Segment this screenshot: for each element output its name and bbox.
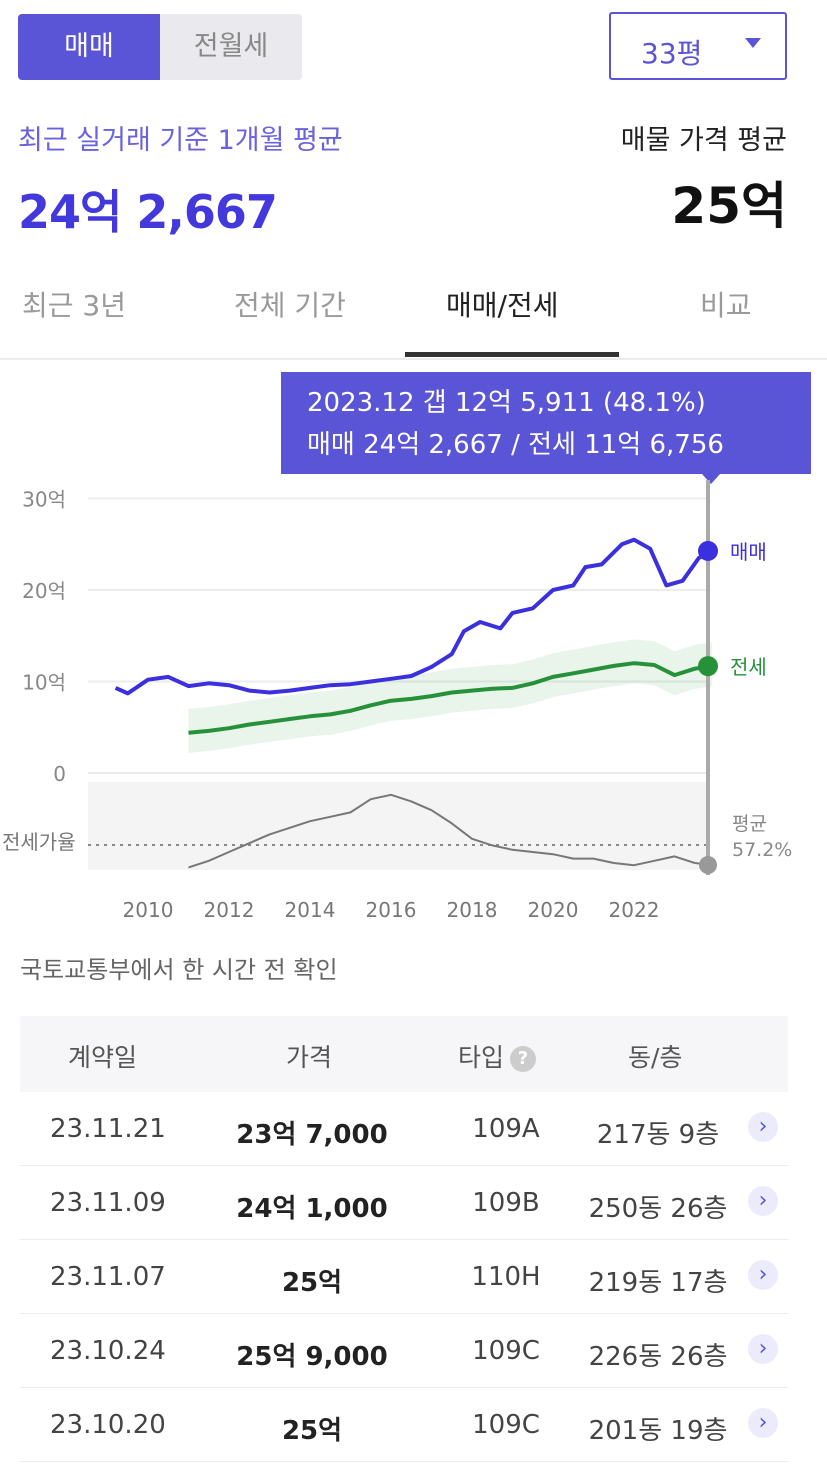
- series-line-jeonse: [188, 661, 713, 735]
- header-unit: 동/층: [628, 1043, 683, 1072]
- y-tick-label: 30억: [22, 488, 66, 512]
- recent-average-value: 24억 2,667: [18, 185, 278, 239]
- row-unit: 201동 19층: [588, 1416, 728, 1446]
- table-row[interactable]: 23.10.24 25억 9,000 109C 226동 26층 ›: [20, 1314, 788, 1388]
- table-row[interactable]: 23.11.09 24억 1,000 109B 250동 26층 ›: [20, 1166, 788, 1240]
- area-size-value: 33평: [641, 37, 703, 70]
- series-line-ratio: [188, 793, 712, 869]
- header-date: 계약일: [68, 1043, 138, 1072]
- chevron-right-icon[interactable]: ›: [748, 1112, 778, 1142]
- deal-type-rent-button[interactable]: 전월세: [193, 31, 269, 62]
- tab-sale-jeonse[interactable]: 매매/전세: [446, 289, 559, 322]
- tab-all-period[interactable]: 전체 기간: [234, 289, 346, 322]
- chart-tooltip: 2023.12 갭 12억 5,911 (48.1%) 매매 24억 2,667…: [281, 372, 811, 474]
- header-type-label: 타입: [458, 1043, 505, 1072]
- help-icon[interactable]: ?: [510, 1046, 537, 1072]
- row-unit: 217동 9층: [596, 1120, 720, 1150]
- listing-average-label: 매물 가격 평균: [620, 125, 787, 156]
- tooltip-arrow: [702, 474, 720, 484]
- chevron-right-icon[interactable]: ›: [748, 1334, 778, 1364]
- jeonse-series-label: 전세: [730, 655, 767, 679]
- row-date: 23.10.24: [50, 1336, 166, 1366]
- x-tick-label: 2014: [285, 898, 336, 922]
- ratio-series-label: 전세가율: [2, 830, 76, 854]
- y-tick-label: 0: [53, 762, 66, 786]
- source-note: 국토교통부에서 한 시간 전 확인: [20, 956, 338, 984]
- table-row[interactable]: 23.11.21 23억 7,000 109A 217동 9층 ›: [20, 1092, 788, 1166]
- table-header: 계약일 가격 타입? 동/층: [20, 1016, 788, 1092]
- transaction-table: 계약일 가격 타입? 동/층 23.11.21 23억 7,000 109A 217동…: [20, 1016, 788, 1462]
- ratio-end-point: [699, 856, 717, 875]
- x-tick-label: 2020: [528, 898, 579, 922]
- row-price: 24억 1,000: [236, 1194, 388, 1224]
- table-row[interactable]: 23.10.20 25억 109C 201동 19층 ›: [20, 1388, 788, 1462]
- x-tick-label: 2016: [366, 898, 417, 922]
- tooltip-gap-line: 2023.12 갭 12억 5,911 (48.1%): [307, 388, 706, 418]
- ratio-average-value: 57.2%: [732, 839, 792, 861]
- chevron-right-icon[interactable]: ›: [748, 1408, 778, 1438]
- sale-end-point: [698, 540, 718, 561]
- ratio-average-label: 평균: [732, 813, 767, 835]
- y-tick-label: 20억: [22, 579, 66, 603]
- x-tick-label: 2012: [204, 898, 255, 922]
- tab-compare[interactable]: 비교: [700, 289, 752, 322]
- y-tick-label: 10억: [22, 671, 66, 695]
- row-price: 25억 9,000: [236, 1342, 388, 1372]
- header-type: 타입?: [458, 1038, 537, 1074]
- row-date: 23.11.07: [50, 1262, 166, 1292]
- row-type: 109C: [472, 1410, 540, 1440]
- sale-series-label: 매매: [730, 540, 767, 564]
- row-price: 25억: [281, 1268, 343, 1298]
- x-tick-label: 2010: [123, 898, 174, 922]
- period-tabs: 최근 3년 전체 기간 매매/전세 비교: [0, 270, 827, 360]
- chevron-right-icon[interactable]: ›: [748, 1186, 778, 1216]
- chevron-right-icon[interactable]: ›: [748, 1260, 778, 1290]
- deal-type-toggle: 매매 전월세: [18, 14, 302, 80]
- row-type: 109B: [472, 1188, 540, 1218]
- active-tab-indicator: [405, 352, 619, 357]
- x-tick-label: 2022: [609, 898, 660, 922]
- tooltip-price-line: 매매 24억 2,667 / 전세 11억 6,756: [307, 430, 724, 460]
- row-date: 23.11.21: [50, 1114, 166, 1144]
- row-date: 23.10.20: [50, 1410, 166, 1440]
- jeonse-range-area: [188, 639, 712, 753]
- row-price: 23억 7,000: [236, 1120, 388, 1150]
- row-type: 109A: [472, 1114, 540, 1144]
- row-unit: 250동 26층: [588, 1194, 728, 1224]
- ratio-band: [88, 782, 706, 870]
- row-type: 110H: [471, 1262, 541, 1292]
- header-price: 가격: [286, 1043, 333, 1072]
- row-type: 109C: [472, 1336, 540, 1366]
- row-unit: 226동 26층: [588, 1342, 728, 1372]
- listing-average-value: 25억: [671, 177, 787, 235]
- deal-type-sale-button[interactable]: 매매: [18, 14, 160, 80]
- series-line-sale: [114, 537, 713, 696]
- recent-average-label: 최근 실거래 기준 1개월 평균: [18, 125, 343, 156]
- area-size-select[interactable]: 33평: [609, 12, 787, 80]
- jeonse-end-point: [698, 656, 718, 677]
- x-tick-label: 2018: [447, 898, 498, 922]
- row-date: 23.11.09: [50, 1188, 166, 1218]
- caret-down-icon: [745, 38, 761, 48]
- row-price: 25억: [281, 1416, 343, 1446]
- row-unit: 219동 17층: [588, 1268, 728, 1298]
- table-row[interactable]: 23.11.07 25억 110H 219동 17층 ›: [20, 1240, 788, 1314]
- tab-recent-3-years[interactable]: 최근 3년: [22, 289, 126, 322]
